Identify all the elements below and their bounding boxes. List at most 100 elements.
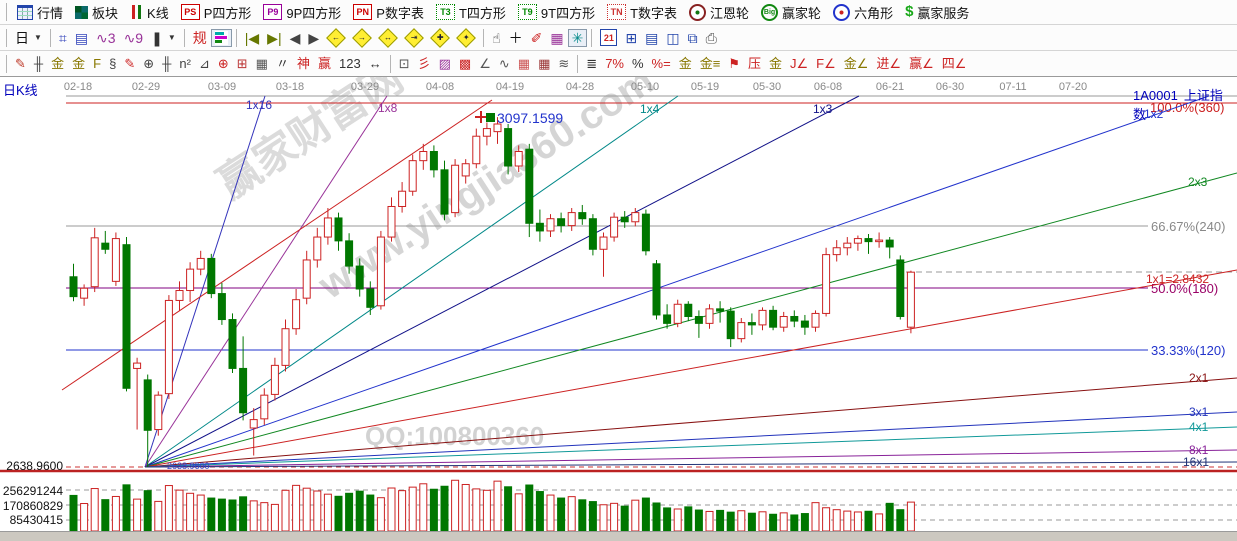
gann-grid-icon[interactable]: ▩ (455, 55, 475, 73)
volume-bar (419, 483, 428, 532)
wave-9-icon[interactable]: ∿9 (120, 29, 148, 47)
angle-a-icon[interactable]: ⊿ (195, 55, 214, 73)
grid-target-icon[interactable]: ⊞ (233, 55, 252, 73)
gold-circle-icon[interactable]: 金 (675, 55, 696, 73)
seven-percent-icon[interactable]: 7% (601, 55, 628, 73)
p-number-table-button[interactable]: PN P数字表 (347, 1, 430, 24)
volume-bar (546, 494, 555, 532)
pen-tool-icon-glyph: ✎ (15, 55, 26, 71)
sectors-button[interactable]: 板块 (69, 1, 124, 24)
network-chart-icon[interactable]: ⌗ (55, 29, 71, 47)
gann-box-icon[interactable]: ⊡ (395, 55, 414, 73)
gann-square-icon[interactable]: ▨ (435, 55, 455, 73)
chart-area[interactable]: 赢家财富网 www.yingjia360.com QQ:100800360 02-18… (0, 54, 1237, 532)
pan-right-diamond[interactable]: → (349, 27, 375, 48)
print-icon[interactable]: ⎙ (702, 29, 721, 47)
flag-pen-icon[interactable]: ⚑ (724, 55, 744, 73)
fan-lines-icon[interactable]: 彡 (414, 55, 435, 73)
calendar-21-icon[interactable]: 21 (596, 27, 621, 48)
gann-wheel-button[interactable]: 江恩轮 (683, 1, 755, 24)
t-number-table-button[interactable]: TN T数字表 (601, 1, 683, 24)
pen-tool-icon[interactable]: ✎ (11, 55, 30, 73)
zigzag-icon[interactable]: ∿ (495, 55, 514, 73)
winner-service-button[interactable]: $ 赢家服务 (899, 1, 975, 24)
f-ruler-icon[interactable]: F (89, 55, 105, 73)
winner-service-button-icon: $ (905, 3, 914, 20)
volume-bar (822, 507, 831, 532)
parallel-lines-icon[interactable]: ≋ (554, 55, 573, 73)
prev-bar-button[interactable]: ◀ (286, 29, 305, 47)
j-angle-icon[interactable]: J∠ (786, 55, 812, 73)
f-angle-icon[interactable]: F∠ (812, 55, 840, 73)
hash-ruler-icon[interactable]: ╫ (30, 55, 47, 73)
kline-button[interactable]: K线 (124, 1, 175, 24)
winner-wheel-button[interactable]: Big 赢家轮 (755, 1, 827, 24)
analysis-brain-tool[interactable]: ✳ (567, 28, 588, 47)
circle-target-icon-glyph: ⊕ (217, 55, 229, 71)
gold-angle-icon[interactable]: 金∠ (840, 55, 873, 73)
info-document-icon[interactable]: ▤ (71, 29, 92, 47)
ying-tool-icon-glyph: 赢 (317, 55, 331, 71)
gold-lines2-icon[interactable]: 金 (765, 55, 786, 73)
si-angle-icon[interactable]: 四∠ (938, 55, 971, 73)
n-squared-icon[interactable]: n² (175, 55, 195, 73)
expand-horizontal-diamond[interactable]: ↔ (375, 27, 401, 48)
t-square-button[interactable]: T3 T四方形 (430, 1, 512, 24)
ying-angle-icon[interactable]: 赢∠ (905, 55, 938, 73)
save-icon[interactable]: ◫ (662, 29, 683, 47)
gold-grid-icon[interactable]: 金 (47, 55, 68, 73)
percent-lines-icon[interactable]: %= (648, 55, 675, 73)
notes-icon[interactable]: ▤ (641, 29, 662, 47)
wave-3-icon[interactable]: ∿3 (92, 29, 120, 47)
circle-grid-icon[interactable]: ⊕ (139, 55, 158, 73)
candle-style-dropdown[interactable]: ❚ ▼ (147, 29, 180, 47)
box-grid-icon[interactable]: ▦ (252, 55, 272, 73)
pen2-tool-icon[interactable]: ✎ (120, 55, 139, 73)
status-bar (0, 531, 1237, 541)
grid-large-icon[interactable]: ▦ (534, 55, 554, 73)
ya-lines-icon[interactable]: 压 (744, 55, 765, 73)
copy-icon[interactable]: ⧉ (684, 29, 702, 47)
volume-bar (239, 496, 248, 532)
grid-small-icon[interactable]: ▦ (514, 55, 534, 73)
skip-first-button[interactable]: |◀ (241, 29, 263, 47)
volume-bar (143, 490, 152, 532)
quotes-button[interactable]: 行情 (11, 1, 69, 24)
ruler2-icon[interactable]: ╫ (158, 55, 175, 73)
zoom-in-diamond[interactable]: ✚ (427, 27, 453, 48)
erase-drawing-tool[interactable]: ✐ (527, 29, 547, 47)
hexagon-button[interactable]: 六角形 (827, 1, 899, 24)
shen-tool-icon[interactable]: 神 (293, 55, 314, 73)
calculator-icon[interactable]: ⊞ (621, 29, 641, 47)
spiral-icon[interactable]: § (105, 55, 120, 73)
gold-lines-icon[interactable]: 金≡ (696, 55, 725, 73)
next-bar-button[interactable]: ▶ (304, 29, 323, 47)
p9-square-button[interactable]: P9 9P四方形 (257, 1, 347, 24)
pan-left-diamond[interactable]: ← (323, 27, 349, 48)
jin-angle-icon[interactable]: 进∠ (872, 55, 905, 73)
angle-lines-icon[interactable]: ∠ (475, 55, 495, 73)
price-bars-icon[interactable]: ≣ (582, 55, 601, 73)
percent-icon[interactable]: % (628, 55, 648, 73)
arrow-measure-icon[interactable]: ↔ (365, 55, 386, 73)
volume-profile-icon[interactable] (210, 28, 232, 47)
period-day-dropdown[interactable]: 日 ▼ (11, 29, 46, 47)
gold-grid2-icon[interactable]: 金 (68, 55, 89, 73)
pattern-tool[interactable]: ▦ (546, 29, 567, 47)
compress-horizontal-diamond[interactable]: ⇥ (401, 27, 427, 48)
crosshair-tool[interactable]: ＋ (505, 29, 527, 47)
circle-target-icon[interactable]: ⊕ (214, 55, 233, 73)
candle (652, 263, 661, 316)
zoom-out-diamond[interactable]: ✦ (453, 27, 479, 48)
rule-tool-icon[interactable]: 规 (189, 29, 211, 47)
hand-tool[interactable]: ☝ (488, 29, 505, 47)
double-quote-icon[interactable]: 〃 (272, 55, 293, 73)
candle (631, 212, 640, 223)
volume-bar (758, 511, 767, 532)
t9-square-button[interactable]: T9 9T四方形 (512, 1, 601, 24)
measure-123-icon[interactable]: 123 (335, 55, 365, 73)
toolbar-separator (6, 3, 7, 21)
skip-last-button[interactable]: ▶| (263, 29, 285, 47)
p-square-button[interactable]: PS P四方形 (175, 1, 258, 24)
ying-tool-icon[interactable]: 赢 (314, 55, 335, 73)
